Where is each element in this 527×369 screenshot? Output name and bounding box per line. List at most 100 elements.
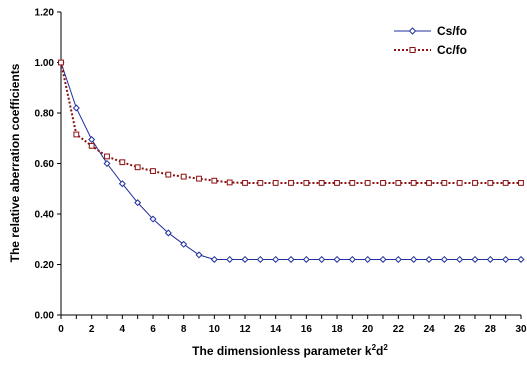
series-1-point	[456, 180, 463, 186]
series-0-point	[471, 255, 479, 263]
series-1-point	[165, 171, 172, 178]
series-1-point	[518, 180, 524, 186]
series-0-point	[333, 255, 341, 263]
x-tick-label: 20	[362, 324, 374, 335]
x-tick-label: 22	[393, 324, 405, 335]
series-0-point	[425, 255, 433, 263]
series-0-point	[226, 255, 234, 263]
series-1-point	[211, 177, 218, 184]
series-1-point	[272, 180, 279, 186]
series-0-point	[256, 255, 264, 263]
x-tick-label: 6	[150, 324, 156, 335]
series-0-point	[502, 255, 510, 263]
series-0-point	[272, 255, 280, 263]
series-1-point	[150, 168, 156, 174]
series-0-point	[379, 255, 387, 263]
series-1-point	[364, 180, 371, 186]
series-1-point	[180, 173, 187, 180]
y-tick-label: 0.60	[35, 159, 55, 170]
x-tick-label: 8	[181, 324, 187, 335]
legend-marker-cs	[408, 27, 417, 35]
series-1-point	[380, 180, 386, 186]
series-line-0	[60, 62, 521, 260]
legend-marker-cc	[409, 47, 416, 53]
x-tick-label: 18	[331, 324, 343, 335]
series-1-point	[502, 180, 509, 186]
x-tick-label: 28	[485, 324, 497, 335]
series-0-point	[103, 159, 111, 168]
series-line-1	[60, 62, 521, 184]
series-1-point	[472, 180, 478, 186]
y-tick-label: 0.20	[35, 260, 55, 271]
y-tick-label: 0.80	[35, 109, 55, 120]
series-0-point	[440, 255, 448, 263]
y-tick-label: 1.00	[35, 58, 55, 69]
legend-label-cs: Cs/fo	[437, 24, 467, 38]
series-0-point	[195, 251, 203, 259]
x-tick-label: 0	[58, 324, 64, 335]
series-0-point	[394, 255, 402, 263]
x-tick-label: 12	[239, 324, 251, 335]
legend: Cs/fo Cc/fo	[394, 24, 467, 57]
x-axis-title-sup1: 2	[372, 343, 377, 352]
series-0-point	[517, 255, 525, 263]
x-tick-label: 10	[209, 324, 221, 335]
series-1-point	[226, 179, 233, 186]
series-0-point	[149, 215, 157, 223]
x-tick-label: 24	[423, 324, 435, 335]
series-0-point	[72, 104, 80, 112]
series-1-point	[134, 164, 141, 171]
series-0-point	[88, 136, 96, 144]
series-0-point	[456, 255, 464, 263]
series-0-point	[486, 255, 494, 263]
x-tick-label: 16	[301, 324, 313, 335]
x-tick-label: 2	[89, 324, 95, 335]
series-1-point	[303, 180, 310, 186]
series-1-point	[288, 180, 294, 186]
series-1-point	[196, 175, 202, 182]
x-tick-label: 4	[120, 324, 126, 335]
series-1-point	[88, 142, 95, 149]
series-1-point	[441, 180, 448, 186]
x-tick-label: 26	[454, 324, 466, 335]
series-1-point	[318, 180, 325, 186]
series-0-point	[348, 255, 356, 263]
series-1-point	[426, 180, 432, 186]
x-axis-title-mid: d	[376, 344, 383, 358]
x-ticks: 0 2 4 6 8 10 12 14 16 18 20 22 24 26 28 30	[58, 315, 527, 335]
y-axis-title: The relative aberration coefficients	[8, 63, 22, 262]
series-0-point	[410, 255, 418, 263]
series-0-point	[118, 180, 126, 188]
series-1-point	[58, 59, 64, 66]
x-axis-title-main: The dimensionless parameter k	[192, 344, 372, 358]
x-tick-label: 14	[270, 324, 282, 335]
x-tick-label: 30	[515, 324, 527, 335]
legend-label-cc: Cc/fo	[437, 43, 467, 57]
x-axis-title-sup2: 2	[383, 343, 388, 352]
series-1-point	[487, 180, 494, 186]
series-1-point	[349, 180, 356, 186]
y-tick-label: 1.20	[35, 8, 55, 19]
y-ticks: 0.00 0.20 0.40 0.60 0.80 1.00 1.20	[35, 8, 61, 322]
series-0-point	[302, 255, 310, 263]
series-0-point	[364, 255, 372, 263]
series-1-point	[257, 180, 264, 186]
series-1-point	[73, 131, 80, 138]
series-0-point	[210, 255, 218, 263]
series-1-point	[395, 180, 402, 186]
series-0-point	[287, 255, 295, 263]
y-tick-label: 0.00	[35, 311, 55, 322]
y-tick-label: 0.40	[35, 210, 55, 221]
series-0-point	[180, 240, 188, 248]
x-axis-title: The dimensionless parameter k2d2	[192, 343, 388, 358]
series-1-point	[410, 180, 417, 186]
series-0-point	[164, 229, 172, 237]
series-layer	[57, 58, 525, 263]
series-1-point	[334, 180, 340, 186]
series-1-point	[119, 159, 126, 166]
series-0-point	[318, 255, 326, 263]
series-0-point	[241, 255, 249, 263]
series-0-point	[134, 199, 142, 207]
series-1-point	[242, 180, 248, 186]
